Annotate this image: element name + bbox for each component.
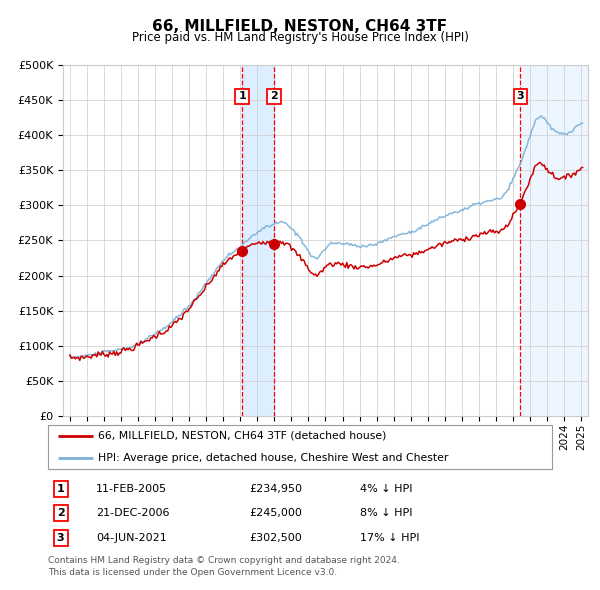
Bar <box>242 65 274 416</box>
Text: Contains HM Land Registry data © Crown copyright and database right 2024.
This d: Contains HM Land Registry data © Crown c… <box>48 556 400 577</box>
Text: 1: 1 <box>57 484 64 494</box>
Bar <box>520 65 588 416</box>
Text: 2: 2 <box>57 509 64 518</box>
Text: Price paid vs. HM Land Registry's House Price Index (HPI): Price paid vs. HM Land Registry's House … <box>131 31 469 44</box>
Text: 04-JUN-2021: 04-JUN-2021 <box>96 533 167 543</box>
Text: 3: 3 <box>517 91 524 101</box>
Text: £234,950: £234,950 <box>250 484 302 494</box>
Text: 8% ↓ HPI: 8% ↓ HPI <box>361 509 413 518</box>
Text: 3: 3 <box>57 533 64 543</box>
Text: £245,000: £245,000 <box>250 509 302 518</box>
Text: 17% ↓ HPI: 17% ↓ HPI <box>361 533 420 543</box>
Text: 66, MILLFIELD, NESTON, CH64 3TF: 66, MILLFIELD, NESTON, CH64 3TF <box>152 19 448 34</box>
Text: 2: 2 <box>270 91 278 101</box>
Text: £302,500: £302,500 <box>250 533 302 543</box>
Text: HPI: Average price, detached house, Cheshire West and Chester: HPI: Average price, detached house, Ches… <box>98 453 449 463</box>
Text: 11-FEB-2005: 11-FEB-2005 <box>96 484 167 494</box>
Text: 1: 1 <box>238 91 246 101</box>
Text: 66, MILLFIELD, NESTON, CH64 3TF (detached house): 66, MILLFIELD, NESTON, CH64 3TF (detache… <box>98 431 387 441</box>
Text: 4% ↓ HPI: 4% ↓ HPI <box>361 484 413 494</box>
Text: 21-DEC-2006: 21-DEC-2006 <box>96 509 169 518</box>
